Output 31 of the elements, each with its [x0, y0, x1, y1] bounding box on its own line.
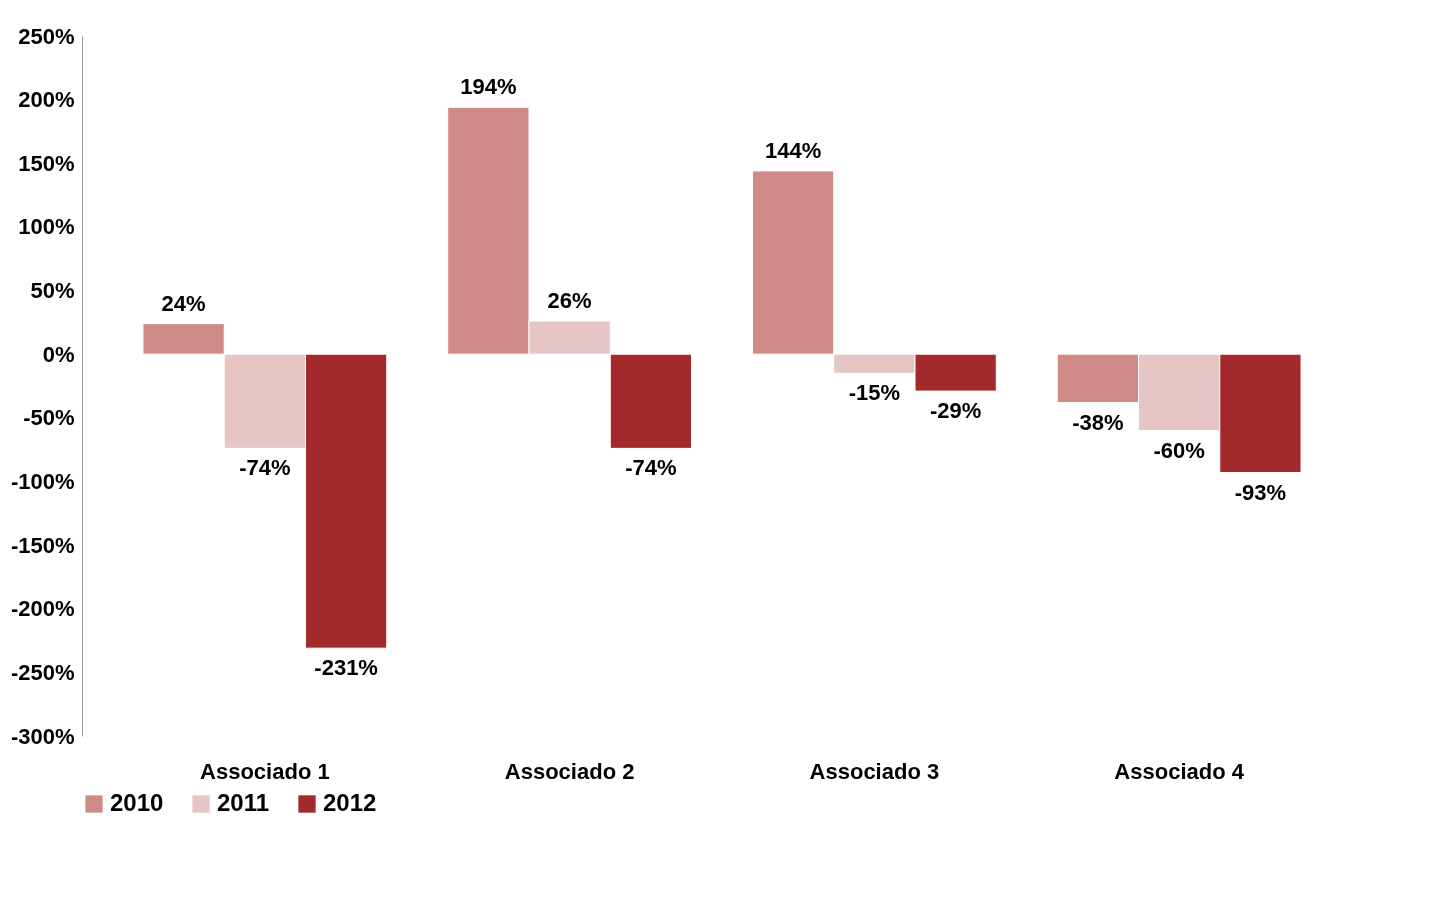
legend-label: 2010 — [110, 789, 164, 816]
data-label: 26% — [547, 288, 592, 314]
data-label: -60% — [1153, 437, 1205, 463]
data-label: 144% — [764, 137, 822, 163]
y-tick-label: 200% — [18, 87, 75, 113]
y-tick-label: 0% — [42, 341, 75, 367]
y-tick-label: -150% — [10, 532, 75, 558]
data-label: -15% — [848, 380, 901, 406]
data-label: -93% — [1234, 479, 1287, 505]
y-tick-label: 100% — [18, 214, 75, 240]
y-tick-label: -250% — [10, 659, 75, 685]
data-label: -38% — [1072, 409, 1124, 435]
x-tick-label: Associado 1 — [200, 758, 330, 784]
data-label: -231% — [314, 655, 378, 681]
x-tick-label: Associado 3 — [809, 758, 940, 784]
y-tick-label: -300% — [10, 723, 75, 749]
data-label: -74% — [625, 455, 677, 481]
y-tick-label: 250% — [18, 23, 75, 49]
data-label: 24% — [161, 290, 206, 316]
data-label: -74% — [239, 455, 291, 481]
data-label: -29% — [929, 398, 982, 424]
y-tick-label: -50% — [23, 405, 75, 431]
y-tick-label: 50% — [30, 278, 75, 304]
y-tick-label: -200% — [10, 596, 75, 622]
x-tick-label: Associado 4 — [1114, 758, 1245, 784]
data-label: 194% — [460, 74, 517, 100]
y-tick-label: -100% — [10, 468, 75, 494]
y-tick-label: 150% — [18, 150, 75, 176]
x-tick-label: Associado 2 — [504, 758, 635, 784]
legend-label: 2012 — [323, 789, 377, 816]
legend-label: 2011 — [217, 789, 270, 816]
